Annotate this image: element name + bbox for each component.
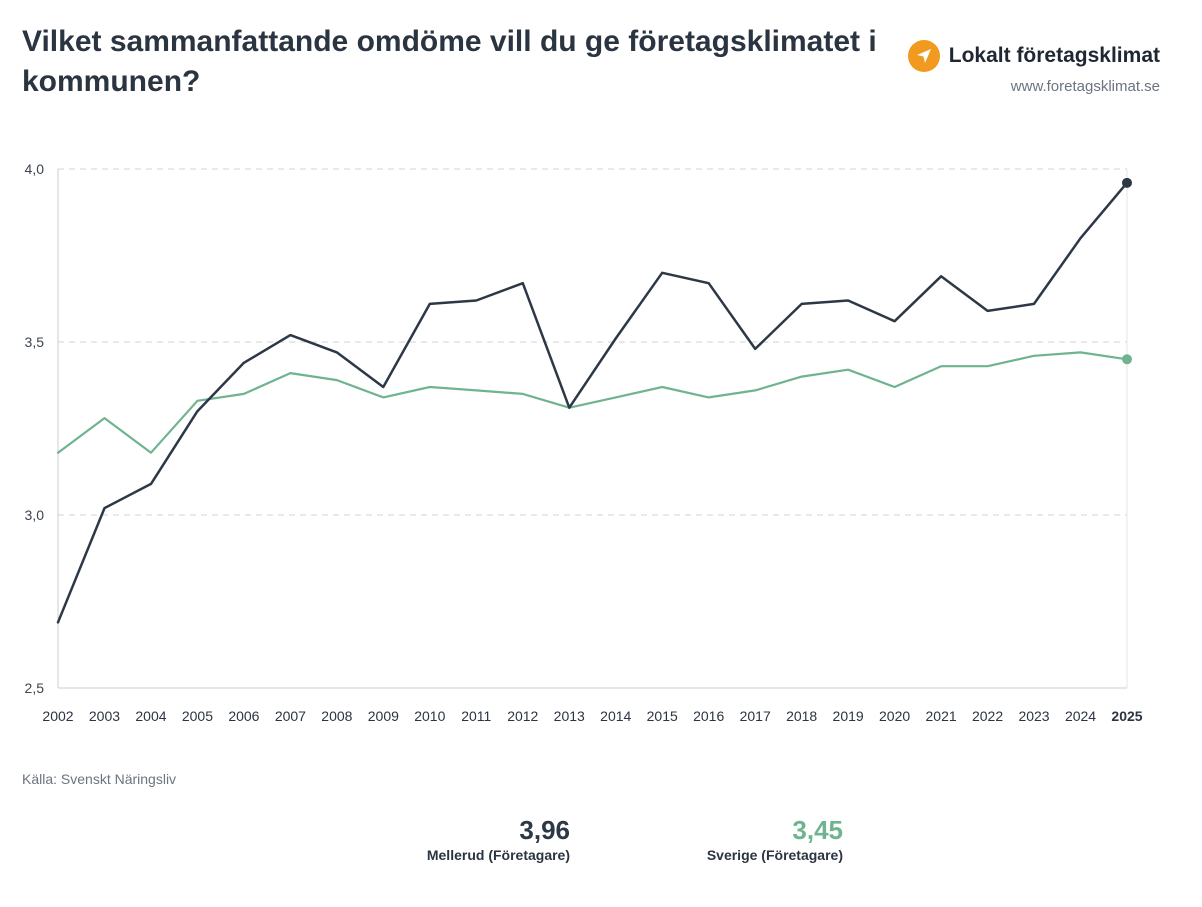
- x-tick-label: 2013: [554, 708, 585, 724]
- series-end-point-mellerud: [1122, 177, 1132, 188]
- x-tick-label: 2002: [42, 708, 73, 724]
- summary-sverige-label: Sverige (Företagare): [706, 847, 843, 863]
- summary-sverige: 3,45 Sverige (Företagare): [650, 815, 843, 863]
- summary-mellerud-value: 3,96: [519, 815, 570, 845]
- x-tick-label: 2006: [228, 708, 259, 724]
- x-tick-label: 2018: [786, 708, 817, 724]
- x-tick-label: 2023: [1018, 708, 1049, 724]
- x-tick-label: 2010: [414, 708, 445, 724]
- y-tick-label: 2,5: [25, 680, 45, 696]
- paper-plane-icon: [907, 40, 940, 72]
- series-line-sverige: [56, 351, 1129, 454]
- x-tick-label: 2004: [135, 708, 166, 724]
- x-tick-label: 2009: [368, 708, 399, 724]
- x-tick-label: 2003: [89, 708, 120, 724]
- x-tick-label: 2016: [693, 708, 724, 724]
- x-tick-label: 2008: [321, 708, 352, 724]
- x-tick-label: 2022: [972, 708, 1003, 724]
- brand: Lokalt företagsklimat www.foretagsklimat…: [907, 40, 1160, 95]
- brand-name: Lokalt företagsklimat: [948, 44, 1160, 67]
- x-tick-label: 2011: [461, 708, 491, 724]
- x-tick-label: 2005: [182, 708, 213, 724]
- summary-mellerud-label: Mellerud (Företagare): [426, 847, 570, 863]
- x-tick-label: 2012: [507, 708, 538, 724]
- series-line-mellerud: [56, 181, 1129, 624]
- x-tick-label: 2021: [926, 708, 957, 724]
- y-tick-label: 3,5: [25, 334, 45, 350]
- x-tick-label: 2020: [879, 708, 910, 724]
- x-tick-label: 2015: [647, 708, 678, 724]
- x-tick-label: 2017: [740, 708, 771, 724]
- brand-url: www.foretagsklimat.se: [1010, 78, 1160, 95]
- x-tick-label: 2007: [275, 708, 306, 724]
- source-note: Källa: Svenskt Näringsliv: [22, 771, 177, 787]
- y-tick-label: 4,0: [25, 161, 45, 177]
- x-tick-label: 2014: [600, 708, 631, 724]
- summary-mellerud: 3,96 Mellerud (Företagare): [380, 815, 570, 863]
- x-tick-label: 2025: [1111, 708, 1142, 724]
- x-tick-label: 2019: [833, 708, 864, 724]
- y-tick-label: 3,0: [25, 507, 45, 523]
- chart-title: Vilket sammanfattande omdöme vill du ge …: [22, 25, 877, 98]
- series-end-point-sverige: [1122, 354, 1132, 365]
- x-tick-label: 2024: [1065, 708, 1096, 724]
- summary-sverige-value: 3,45: [792, 815, 843, 845]
